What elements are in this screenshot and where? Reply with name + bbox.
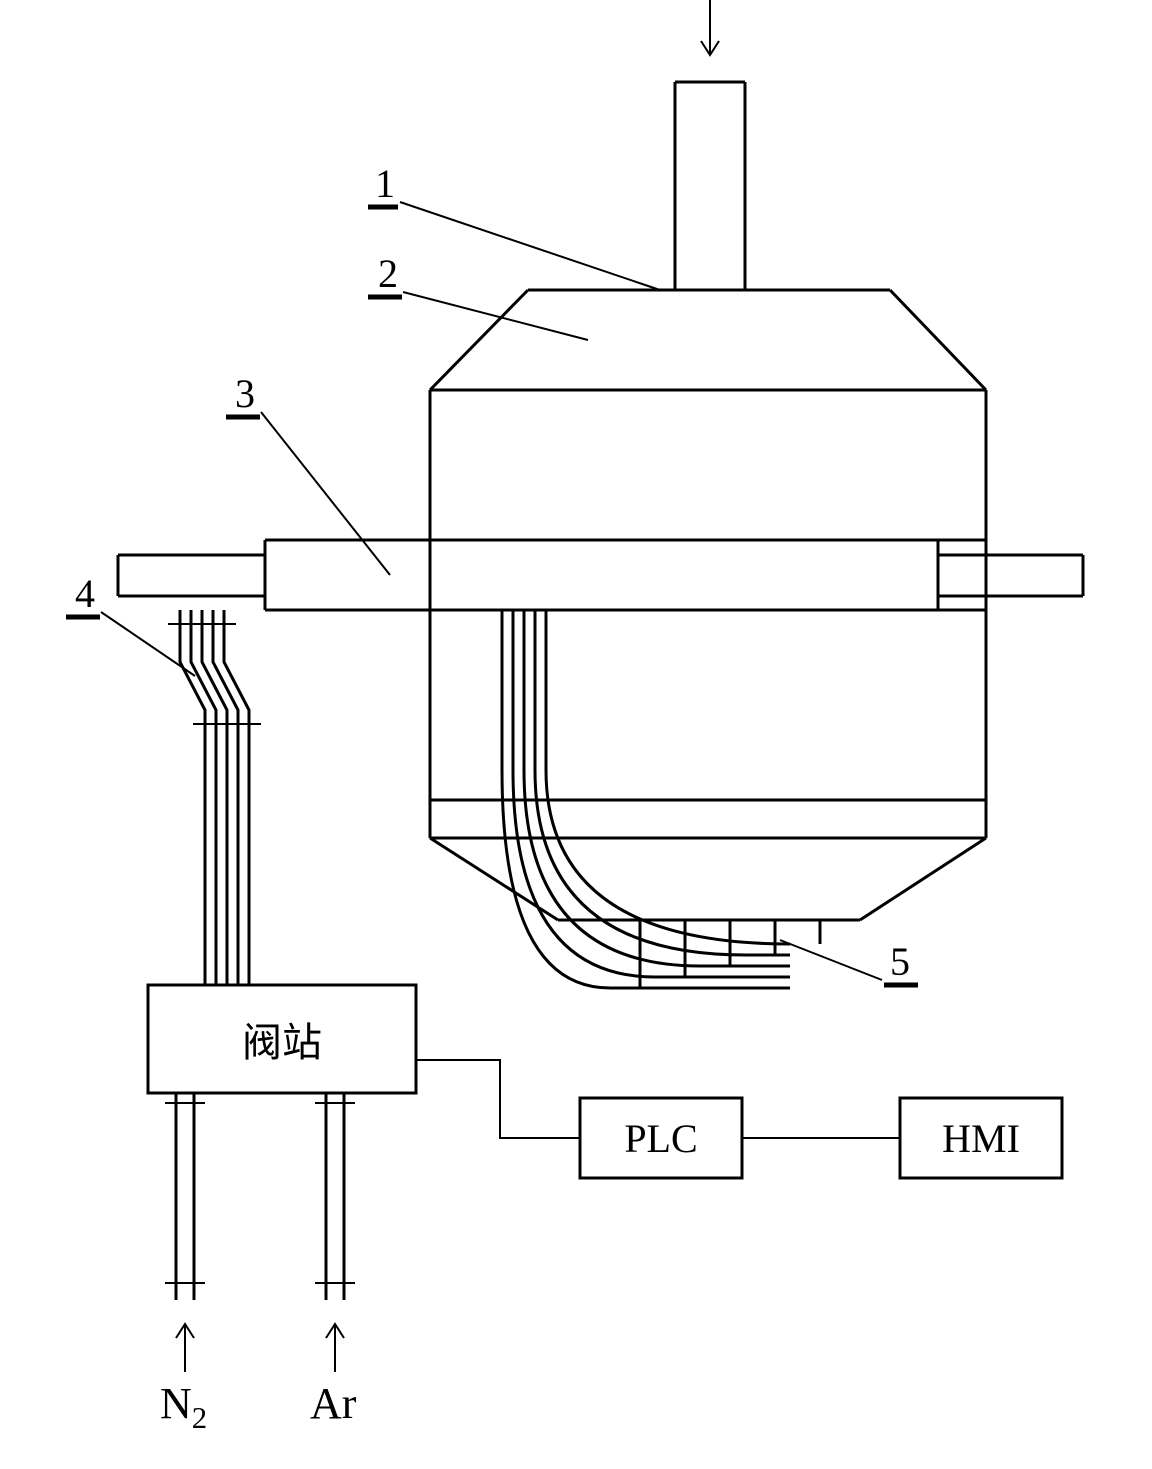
hmi-label: HMI [900, 1098, 1062, 1178]
valve-station-label: 阀站 [148, 985, 416, 1093]
plc-label: PLC [580, 1098, 742, 1178]
ar-label: Ar [310, 1378, 356, 1429]
n2-label: N2 [160, 1378, 207, 1436]
callout-1: 1 [375, 160, 395, 207]
callout-5: 5 [890, 938, 910, 985]
callout-2: 2 [378, 250, 398, 297]
schematic-diagram [0, 0, 1152, 1469]
callout-3: 3 [235, 370, 255, 417]
callout-4: 4 [75, 570, 95, 617]
